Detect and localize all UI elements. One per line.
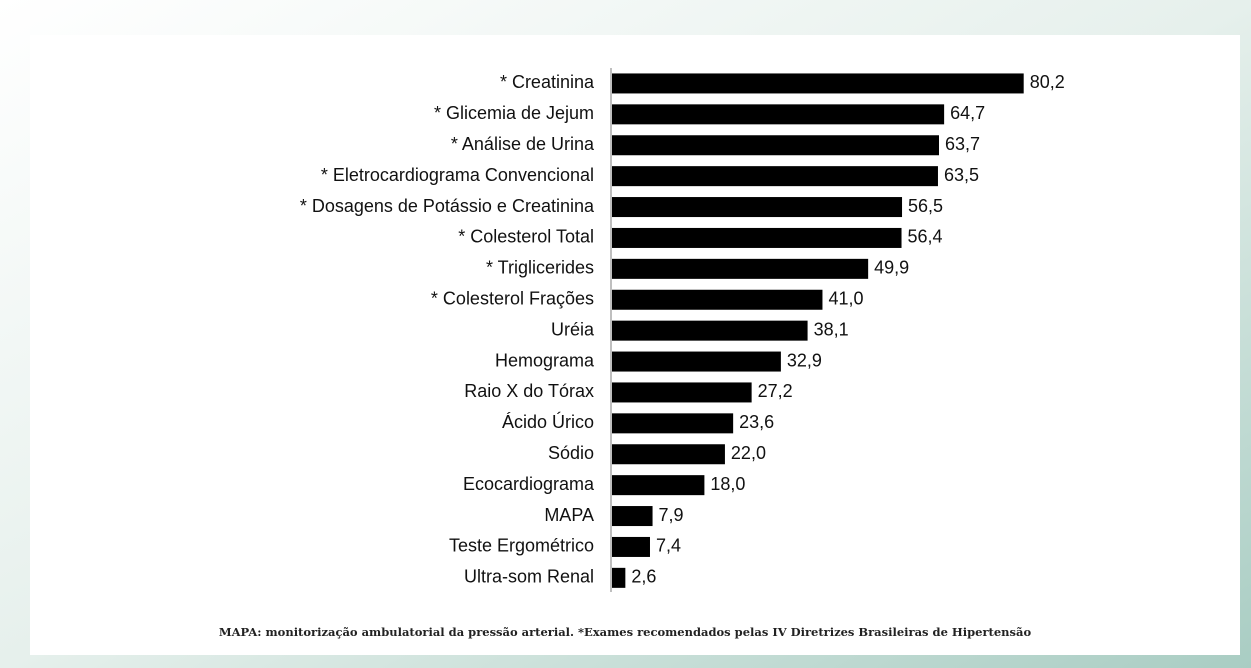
footnote: MAPA: monitorização ambulatorial da pres… xyxy=(219,625,1032,639)
value-label: 49,9 xyxy=(874,258,909,278)
bar xyxy=(612,536,650,557)
value-label: 56,5 xyxy=(908,196,943,216)
value-label: 22,0 xyxy=(731,443,766,463)
bar xyxy=(612,320,808,341)
bar xyxy=(612,475,705,496)
category-label: Ácido Úrico xyxy=(502,411,594,432)
bar xyxy=(612,289,823,310)
value-label: 2,6 xyxy=(631,567,656,587)
bar xyxy=(612,351,781,372)
category-label: Raio X do Tórax xyxy=(464,381,594,401)
category-label: * Colesterol Frações xyxy=(431,289,594,309)
bar xyxy=(612,567,626,588)
category-label: * Colesterol Total xyxy=(458,227,594,247)
category-label: Teste Ergométrico xyxy=(449,536,594,556)
category-label: * Análise de Urina xyxy=(451,134,595,154)
value-label: 64,7 xyxy=(950,103,985,123)
category-label: * Eletrocardiograma Convencional xyxy=(321,165,594,185)
bar xyxy=(612,506,653,527)
bar xyxy=(612,73,1024,94)
value-label: 63,5 xyxy=(944,165,979,185)
bar xyxy=(612,104,945,125)
value-label: 41,0 xyxy=(828,289,863,309)
bar xyxy=(612,444,725,465)
category-label: * Dosagens de Potássio e Creatinina xyxy=(300,196,595,216)
category-label: * Triglicerides xyxy=(486,258,594,278)
category-label: Uréia xyxy=(551,319,595,339)
value-label: 80,2 xyxy=(1030,72,1065,92)
value-label: 23,6 xyxy=(739,412,774,432)
category-label: Sódio xyxy=(548,443,594,463)
bar xyxy=(612,258,869,279)
value-label: 18,0 xyxy=(710,474,745,494)
bar xyxy=(612,166,938,187)
value-label: 27,2 xyxy=(758,381,793,401)
panel xyxy=(30,35,1240,655)
category-label: Ecocardiograma xyxy=(463,474,595,494)
bar xyxy=(612,135,939,156)
bar xyxy=(612,382,752,403)
category-label: * Glicemia de Jejum xyxy=(434,103,594,123)
category-label: Hemograma xyxy=(495,350,595,370)
bar xyxy=(612,227,902,248)
category-label: Ultra-som Renal xyxy=(464,567,594,587)
value-label: 56,4 xyxy=(908,227,943,247)
value-label: 32,9 xyxy=(787,350,822,370)
category-label: MAPA xyxy=(544,505,594,525)
category-label: * Creatinina xyxy=(500,72,595,92)
value-label: 38,1 xyxy=(814,319,849,339)
bar xyxy=(612,413,734,434)
value-label: 63,7 xyxy=(945,134,980,154)
value-label: 7,4 xyxy=(656,536,681,556)
bar xyxy=(612,197,903,218)
value-label: 7,9 xyxy=(659,505,684,525)
